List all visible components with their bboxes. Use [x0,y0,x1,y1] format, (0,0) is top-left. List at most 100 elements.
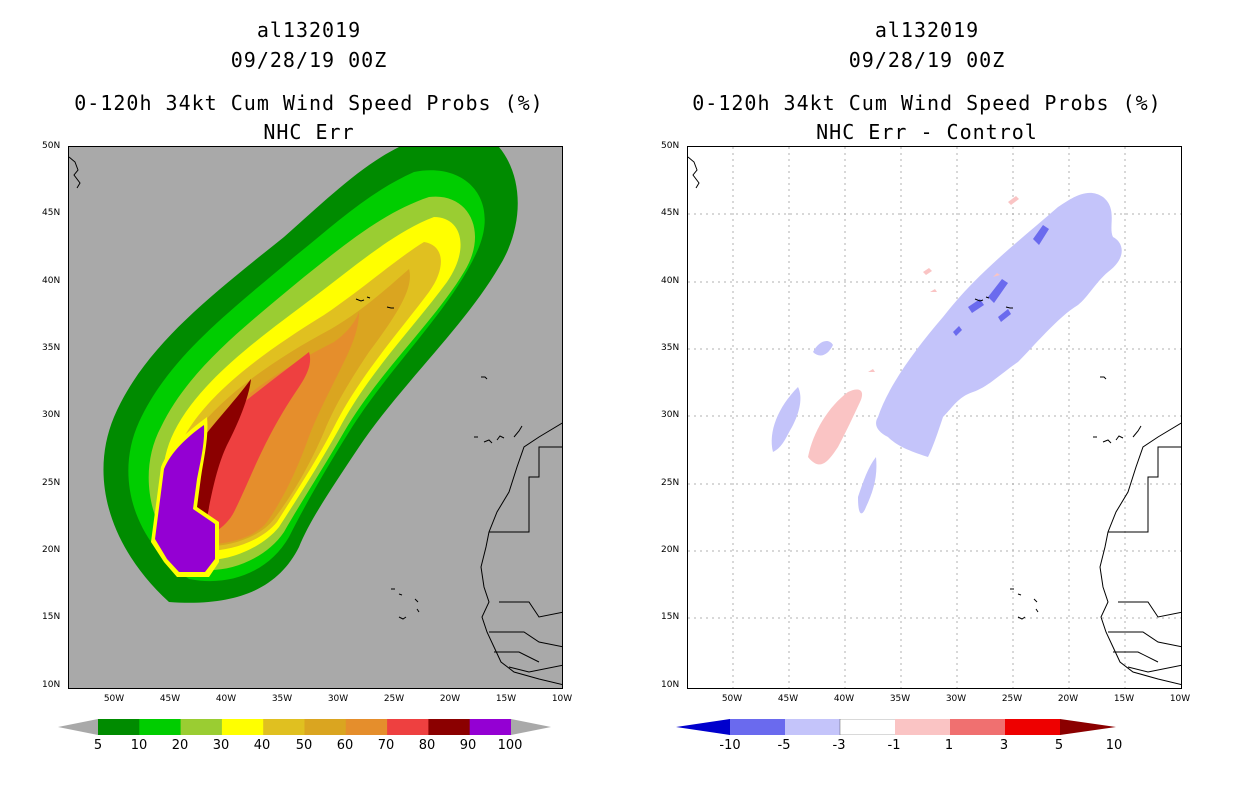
lat-label: 30N [661,410,680,420]
colorbar-label: 40 [253,738,271,753]
lon-label: 15W [495,694,517,704]
azores-islands [974,296,1013,309]
cape-verde-islands [1010,588,1039,620]
lon-label: 10W [551,694,573,704]
lon-label: 40W [833,694,855,704]
colorbar-swatch [839,719,896,735]
lat-label: 40N [42,276,61,286]
colorbar-under-arrow [676,719,730,735]
colorbar-swatch [730,719,786,735]
colorbar-label: 80 [418,738,436,753]
colorbar-swatch [387,719,429,735]
lon-label: 45W [159,694,181,704]
colorbar-swatch [785,719,841,735]
lat-label: 35N [661,343,680,353]
colorbar-label: 20 [171,738,189,753]
lon-label: 30W [327,694,349,704]
colorbar-label: 1 [944,738,954,753]
colorbar-over-arrow [511,719,551,735]
lon-label: 20W [439,694,461,704]
colorbar-label: -5 [777,738,791,753]
lat-label: 15N [661,612,680,622]
colorbar-label: 10 [130,738,148,753]
colorbar-label: -10 [719,738,741,753]
datetime: 09/28/19 00Z [230,48,388,72]
lat-label: 25N [42,478,61,488]
lon-label: 50W [721,694,743,704]
storm-id: al132019 [256,18,362,42]
lon-label: 15W [1113,694,1135,704]
cape-verde-islands [391,588,420,620]
colorbar-label: 60 [336,738,354,753]
lon-label: 40W [215,694,237,704]
probability-colorbar [58,719,551,735]
lat-label: 45N [42,208,61,218]
diff-light-red [808,389,863,465]
colorbar-under-arrow [58,719,98,735]
lon-label: 45W [777,694,799,704]
colorbar-swatch [221,719,264,735]
lat-label: 50N [42,141,61,151]
colorbar-label: 5 [1054,738,1064,753]
colorbar-label: 90 [459,738,477,753]
colorbar-label: -3 [832,738,846,753]
map-title: 0-120h 34kt Cum Wind Speed Probs (%) [692,91,1162,115]
right-panel: al132019 09/28/19 00Z 0-120h 34kt Cum Wi… [618,0,1236,800]
colorbar-swatch [895,719,951,735]
colorbar-swatch [263,719,305,735]
diff-light-blue-tail [858,457,877,514]
lon-label: 50W [103,694,125,704]
lon-label: 25W [383,694,405,704]
colorbar-label: -1 [887,738,901,753]
colorbar-swatch [304,719,347,735]
colorbar-swatch [345,719,388,735]
africa-coastline [1099,422,1181,686]
lon-label: 35W [889,694,911,704]
africa-coastline [480,422,562,686]
lat-label: 30N [42,410,61,420]
country-borders [1108,446,1181,673]
datetime: 09/28/19 00Z [848,48,1006,72]
lat-label: 45N [661,208,680,218]
colorbar-label: 50 [295,738,313,753]
probability-map [68,146,563,689]
colorbar-label: 100 [497,738,523,753]
colorbar-swatch [1005,719,1061,735]
difference-colorbar [676,719,1116,735]
greenland-coast [69,156,81,189]
country-borders [489,446,562,673]
greenland-coast [688,156,700,189]
lat-label: 50N [661,141,680,151]
colorbar-label: 30 [212,738,230,753]
diff-light-blue [876,192,1122,458]
lat-label: 35N [42,343,61,353]
colorbar-over-arrow [1060,719,1116,735]
canary-madeira-islands [1093,376,1142,444]
diff-medium-blue [953,225,1049,336]
lat-label: 20N [42,545,61,555]
diff-light-red-spots [868,196,1019,372]
azores-islands [355,296,394,309]
lat-label: 15N [42,612,61,622]
colorbar-swatch [469,719,512,735]
colorbar-swatch [139,719,182,735]
lat-label: 40N [661,276,680,286]
lon-label: 35W [271,694,293,704]
lon-label: 10W [1169,694,1191,704]
colorbar-swatch [98,719,140,735]
map-title: 0-120h 34kt Cum Wind Speed Probs (%) [74,91,544,115]
lon-label: 25W [1001,694,1023,704]
lat-label: 10N [661,680,680,690]
colorbar-swatch [428,719,471,735]
lat-label: 10N [42,680,61,690]
prob-100 [155,425,215,572]
colorbar-label: 5 [93,738,103,753]
colorbar-label: 3 [999,738,1009,753]
difference-map [687,146,1182,689]
left-panel: al132019 09/28/19 00Z 0-120h 34kt Cum Wi… [42,18,573,753]
storm-id: al132019 [874,18,980,42]
lon-label: 30W [945,694,967,704]
diff-light-blue-spot [813,341,833,356]
map-subtitle: NHC Err - Control [816,120,1038,144]
lon-label: 20W [1057,694,1079,704]
